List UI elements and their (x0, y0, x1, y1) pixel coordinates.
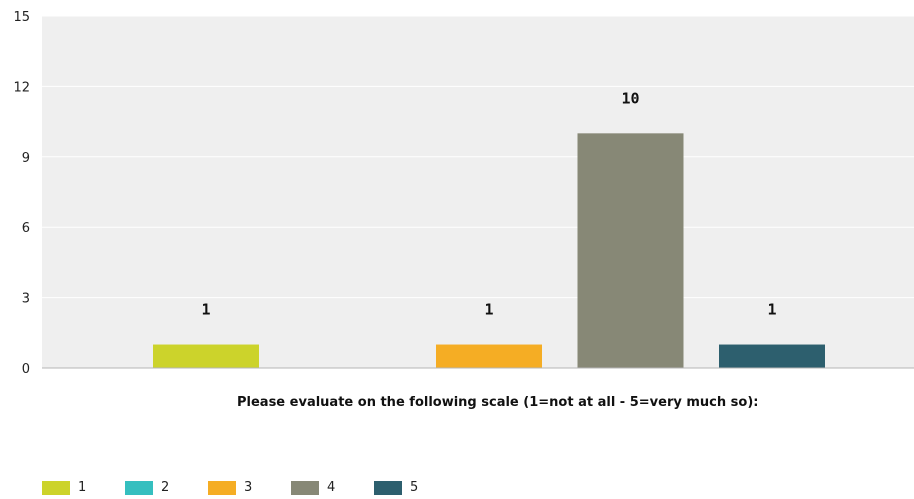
legend-label: 1 (78, 480, 87, 495)
data-label-4: 10 (621, 89, 639, 107)
legend-item-4: 4 (291, 480, 374, 495)
legend-swatch (291, 480, 319, 495)
legend-item-5: 5 (374, 480, 457, 495)
legend-item-2: 2 (125, 480, 208, 495)
x-axis-label: Please evaluate on the following scale (… (237, 395, 759, 410)
legend-swatch (208, 480, 236, 495)
bar-4 (577, 133, 684, 368)
legend-swatch (125, 480, 153, 495)
legend-label: 3 (244, 480, 253, 495)
legend-label: 5 (410, 480, 419, 495)
y-tick-label: 9 (22, 151, 30, 166)
data-label-5: 1 (767, 301, 776, 319)
legend-item-3: 3 (208, 480, 291, 495)
y-axis-ticks: 0 3 6 9 12 15 (13, 10, 30, 377)
legend-swatch (374, 480, 402, 495)
legend: 1 2 3 4 5 (42, 480, 457, 495)
bar-3 (436, 344, 542, 368)
bar-5 (719, 344, 825, 368)
legend-swatch (42, 480, 70, 495)
plot-area (42, 16, 914, 368)
legend-item-1: 1 (42, 480, 125, 495)
legend-label: 2 (161, 480, 170, 495)
bar-1 (153, 344, 259, 368)
y-tick-label: 12 (13, 80, 30, 95)
bars (153, 133, 825, 368)
gridlines (42, 15, 914, 299)
legend-label: 4 (327, 480, 336, 495)
bar-chart: 0 3 6 9 12 15 1 1 10 1 (13, 10, 914, 377)
y-tick-label: 0 (22, 362, 30, 377)
y-tick-label: 3 (22, 292, 30, 307)
data-label-1: 1 (201, 301, 210, 319)
y-tick-label: 15 (13, 10, 30, 25)
y-tick-label: 6 (22, 221, 30, 236)
data-labels: 1 1 10 1 (201, 89, 776, 318)
data-label-3: 1 (484, 301, 493, 319)
